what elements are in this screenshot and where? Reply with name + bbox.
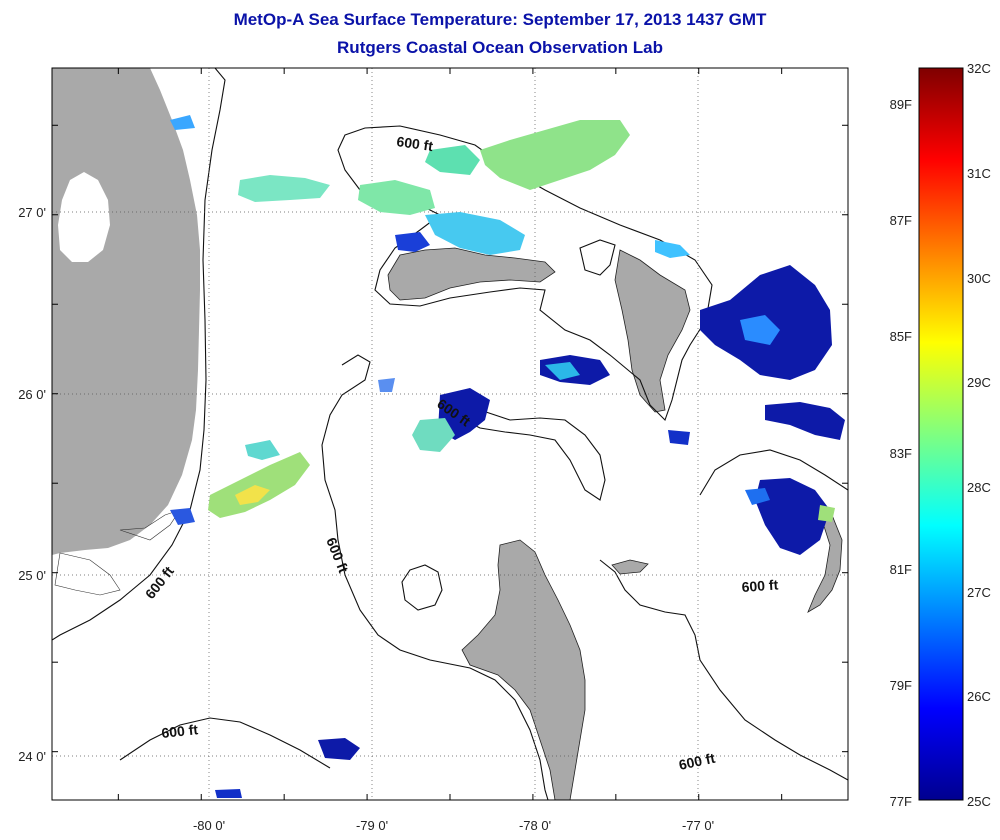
contour-eleuthera [699, 449, 848, 496]
contour-florida-shelf [52, 68, 226, 641]
lake-okeechobee [58, 172, 110, 262]
colorbar-f-label: 77F [890, 794, 912, 809]
land-abaco [614, 249, 691, 413]
contour-northwest-providence [454, 393, 606, 501]
contour-label-south: 600 ft [161, 721, 199, 741]
lat-axis-labels: 27 0' 26 0' 25 0' 24 0' [18, 205, 46, 764]
sst-patches [170, 115, 845, 798]
lon-tick-label: -80 0' [193, 818, 225, 833]
depth-contours [52, 68, 848, 800]
colorbar [918, 67, 964, 801]
contour-south-west [119, 717, 331, 769]
colorbar-c-label: 29C [967, 375, 991, 390]
sst-patch-west [208, 452, 310, 518]
map-content: 600 ft 600 ft 600 ft 600 ft 600 ft 600 f… [52, 68, 848, 800]
contour-label-north: 600 ft [396, 133, 435, 154]
map-subtitle: Rutgers Coastal Ocean Observation Lab [337, 38, 663, 57]
grid-lines [52, 68, 848, 800]
colorbar-c-label: 32C [967, 61, 991, 76]
colorbar-f-label: 83F [890, 446, 912, 461]
lat-tick-label: 24 0' [18, 749, 46, 764]
sst-patch-southeast [755, 478, 830, 555]
contour-little-bahama-bank [337, 125, 713, 422]
contour-florida-strait [321, 354, 549, 800]
land-grand-bahama [387, 247, 556, 301]
colorbar-celsius-labels: 32C 31C 30C 29C 28C 27C 26C 25C [967, 61, 991, 809]
colorbar-c-label: 25C [967, 794, 991, 809]
colorbar-c-label: 26C [967, 689, 991, 704]
lat-tick-label: 25 0' [18, 568, 46, 583]
colorbar-fahrenheit-labels: 89F 87F 85F 83F 81F 79F 77F [890, 97, 912, 809]
land-andros [461, 539, 586, 800]
colorbar-c-label: 31C [967, 166, 991, 181]
contour-exuma [599, 559, 848, 781]
sst-patch-north [480, 120, 630, 190]
land-eleuthera [807, 499, 843, 613]
colorbar-f-label: 89F [890, 97, 912, 112]
land-new-providence [611, 559, 649, 575]
colorbar-f-label: 87F [890, 213, 912, 228]
colorbar-c-label: 28C [967, 480, 991, 495]
frame-ticks [52, 68, 848, 800]
colorbar-c-label: 30C [967, 271, 991, 286]
colorbar-f-label: 85F [890, 329, 912, 344]
colorbar-c-label: 27C [967, 585, 991, 600]
contour-label-southeast: 600 ft [677, 750, 716, 773]
colorbar-f-label: 81F [890, 562, 912, 577]
contour-tongue [401, 564, 443, 611]
lat-tick-label: 27 0' [18, 205, 46, 220]
lon-axis-labels: -80 0' -79 0' -78 0' -77 0' [193, 818, 714, 833]
contour-label-east: 600 ft [741, 576, 779, 595]
lon-tick-label: -78 0' [519, 818, 551, 833]
colorbar-f-label: 79F [890, 678, 912, 693]
lat-tick-label: 26 0' [18, 387, 46, 402]
map-title: MetOp-A Sea Surface Temperature: Septemb… [233, 10, 767, 29]
lon-tick-label: -77 0' [682, 818, 714, 833]
sst-patch-center [438, 388, 490, 440]
contour-grand-bahama-bank [579, 239, 616, 276]
lon-tick-label: -79 0' [356, 818, 388, 833]
land-florida [52, 68, 200, 555]
